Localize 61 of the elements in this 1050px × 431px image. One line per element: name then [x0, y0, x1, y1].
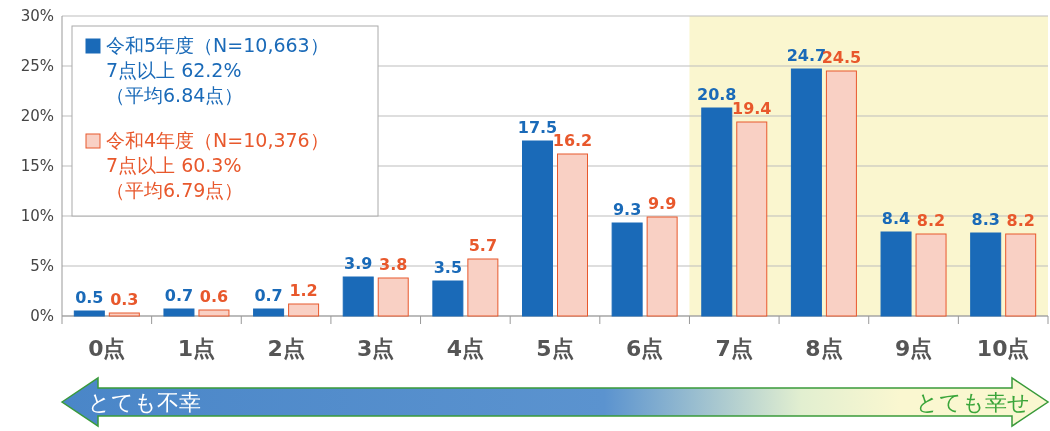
data-label: 9.3 — [612, 200, 642, 219]
text: とても不幸 — [88, 390, 201, 415]
bar — [646, 216, 678, 317]
bar — [880, 231, 912, 317]
bar — [108, 312, 140, 317]
data-label: 3.5 — [433, 258, 463, 277]
data-label: 8.3 — [971, 210, 1000, 229]
data-label: 3.8 — [379, 255, 408, 274]
bar — [701, 107, 733, 317]
bar — [1005, 233, 1037, 317]
bar — [288, 303, 320, 317]
data-label: 0.7 — [254, 286, 283, 305]
x-tick-label: 2点 — [267, 336, 305, 361]
x-tick-label: 8点 — [805, 336, 843, 361]
data-label: 9.9 — [647, 194, 677, 213]
data-label: 0.7 — [164, 286, 194, 305]
data-label: 0.3 — [110, 290, 139, 309]
data-label: 5.7 — [468, 236, 498, 255]
data-label: 0.5 — [75, 288, 104, 307]
x-tick-label: 7点 — [715, 336, 753, 361]
data-label: 19.4 — [732, 99, 772, 118]
y-tick-label: 0% — [30, 307, 54, 325]
bar — [163, 308, 195, 317]
x-tick-label: 1点 — [177, 336, 216, 361]
y-tick-label: 30% — [20, 7, 54, 25]
legend-label: 令和4年度（N=10,376） 7点以上 60.3% （平均6.79点） — [106, 129, 329, 201]
x-tick-label: 10点 — [976, 336, 1030, 361]
bar — [377, 277, 409, 317]
x-tick-label: 5点 — [536, 336, 574, 361]
bar — [432, 280, 464, 317]
x-tick-label: 9点 — [894, 336, 933, 361]
data-label: 3.9 — [344, 254, 373, 273]
bar — [790, 68, 822, 317]
y-tick-label: 20% — [20, 107, 54, 125]
data-label: 1.2 — [289, 281, 318, 300]
data-label: 8.2 — [1006, 211, 1035, 230]
y-tick-label: 5% — [30, 257, 54, 275]
data-label: 0.6 — [199, 287, 229, 306]
data-label: 8.4 — [881, 209, 911, 228]
bar — [915, 233, 947, 317]
bar — [970, 232, 1002, 317]
bar — [73, 310, 105, 317]
bar — [522, 140, 553, 317]
x-tick-label: 4点 — [446, 336, 485, 361]
legend-label: 令和5年度（N=10,663） 7点以上 62.2% （平均6.84点） — [106, 34, 329, 106]
bar — [611, 222, 643, 317]
y-tick-label: 25% — [20, 57, 54, 75]
y-tick-label: 15% — [20, 157, 54, 175]
bar — [736, 121, 768, 317]
x-tick-label: 6点 — [625, 336, 664, 361]
bar — [557, 153, 588, 317]
bar — [825, 70, 857, 317]
bar — [198, 309, 230, 317]
data-label: 8.2 — [916, 211, 946, 230]
text: とても幸せ — [916, 390, 1030, 415]
x-tick-label: 3点 — [357, 336, 395, 361]
bar — [342, 276, 374, 317]
bar — [467, 258, 499, 317]
y-tick-label: 10% — [20, 207, 54, 225]
x-tick-label: 0点 — [88, 336, 126, 361]
bar — [253, 308, 285, 317]
